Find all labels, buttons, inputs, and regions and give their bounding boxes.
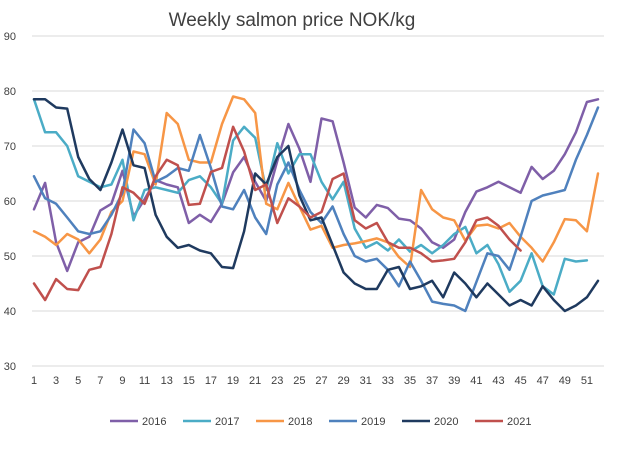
- x-tick-label: 21: [249, 375, 261, 387]
- series-lines: [32, 95, 600, 313]
- series-line-2020: [32, 98, 600, 313]
- y-tick-label: 70: [4, 141, 16, 153]
- y-tick-label: 30: [4, 361, 16, 373]
- legend-label: 2021: [507, 416, 531, 428]
- legend-label: 2019: [361, 416, 385, 428]
- x-tick-label: 45: [514, 375, 526, 387]
- x-tick-label: 11: [139, 375, 150, 387]
- series-line-2021: [32, 125, 522, 302]
- x-tick-label: 25: [293, 375, 305, 387]
- x-tick-label: 17: [205, 375, 217, 387]
- y-axis-ticks: 30 40 50 60 70 80 90: [4, 31, 16, 373]
- series-line-2018: [32, 95, 600, 269]
- x-axis-ticks: 1 3 5 7 9 11 13 15 17 19 21 23 25 27 29 31 33 35 37 39 41 43 4…: [31, 375, 593, 387]
- legend: 2016 2017 2018 2019 2020 2021: [110, 416, 531, 428]
- x-tick-label: 23: [271, 375, 283, 387]
- x-tick-label: 29: [338, 375, 350, 387]
- y-tick-label: 50: [4, 251, 16, 263]
- series-line-2016: [32, 98, 600, 273]
- x-tick-label: 27: [315, 375, 327, 387]
- x-tick-label: 3: [53, 375, 59, 387]
- chart-title: Weekly salmon price NOK/kg: [169, 10, 416, 31]
- x-tick-label: 15: [183, 375, 195, 387]
- x-tick-label: 51: [581, 375, 593, 387]
- x-tick-label: 49: [559, 375, 571, 387]
- legend-label: 2020: [434, 416, 458, 428]
- legend-label: 2016: [142, 416, 166, 428]
- x-tick-label: 19: [227, 375, 239, 387]
- x-tick-label: 39: [448, 375, 460, 387]
- x-tick-label: 9: [119, 375, 125, 387]
- x-tick-label: 13: [161, 375, 173, 387]
- x-tick-label: 1: [31, 375, 37, 387]
- series-line-2017: [32, 98, 589, 296]
- x-tick-label: 37: [426, 375, 438, 387]
- y-tick-label: 60: [4, 196, 16, 208]
- x-tick-label: 33: [382, 375, 394, 387]
- legend-label: 2018: [288, 416, 312, 428]
- x-tick-label: 43: [492, 375, 504, 387]
- x-tick-label: 47: [537, 375, 549, 387]
- x-tick-label: 35: [404, 375, 416, 387]
- series-line-2019: [32, 106, 600, 313]
- x-tick-label: 41: [470, 375, 482, 387]
- y-tick-label: 80: [4, 86, 16, 98]
- legend-label: 2017: [215, 416, 239, 428]
- x-tick-label: 7: [97, 375, 103, 387]
- x-tick-label: 31: [360, 375, 372, 387]
- x-tick-label: 5: [75, 375, 81, 387]
- y-tick-label: 90: [4, 31, 16, 43]
- y-tick-label: 40: [4, 306, 16, 318]
